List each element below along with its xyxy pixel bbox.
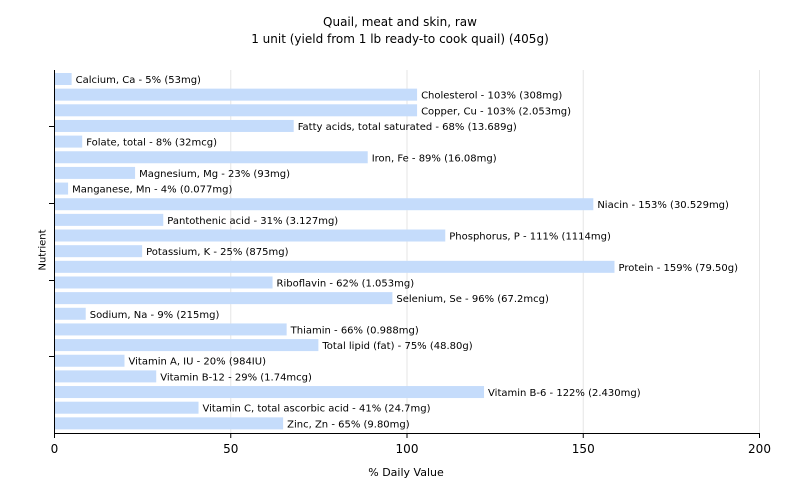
bar-data-label: Potassium, K - 25% (875mg)	[146, 247, 288, 258]
bar	[55, 88, 418, 101]
bar	[55, 307, 86, 320]
axes-group	[49, 70, 760, 438]
bar	[55, 386, 485, 399]
bar-data-label: Niacin - 153% (30.529mg)	[597, 200, 729, 211]
bar-data-label: Calcium, Ca - 5% (53mg)	[76, 75, 201, 86]
x-tick-label: 100	[396, 442, 419, 456]
bar-data-label: Cholesterol - 103% (308mg)	[421, 91, 562, 102]
bar	[55, 73, 72, 85]
bar	[55, 276, 273, 289]
bar-data-label: Manganese, Mn - 4% (0.077mg)	[72, 185, 232, 196]
bar	[55, 323, 287, 336]
bar-labels-group: Calcium, Ca - 5% (53mg) Cholesterol - 103…	[72, 75, 738, 430]
bar-data-label: Sodium, Na - 9% (215mg)	[90, 310, 220, 321]
bars-group	[55, 73, 615, 430]
y-axis-label: Nutrient	[37, 229, 49, 271]
bar-data-label: Folate, total - 8% (32mcg)	[86, 138, 217, 149]
bar	[55, 166, 136, 179]
x-tick-label: 150	[572, 442, 595, 456]
bar	[55, 339, 319, 352]
chart-title: Quail, meat and skin, raw	[323, 15, 477, 29]
bar-data-label: Vitamin B-6 - 122% (2.430mg)	[488, 388, 641, 399]
bar	[55, 292, 393, 305]
bar	[55, 417, 284, 430]
bar	[55, 151, 368, 164]
bar	[55, 119, 294, 132]
bar	[55, 213, 164, 226]
bar-data-label: Vitamin A, IU - 20% (984IU)	[129, 357, 267, 368]
x-tick-label: 0	[51, 442, 59, 456]
bar	[55, 370, 157, 383]
bar-data-label: Iron, Fe - 89% (16.08mg)	[372, 153, 497, 164]
bar	[55, 182, 69, 195]
bar	[55, 260, 615, 273]
bar-data-label: Selenium, Se - 96% (67.2mcg)	[396, 294, 549, 305]
bar-data-label: Zinc, Zn - 65% (9.80mg)	[287, 419, 410, 430]
x-tick-label: 50	[223, 442, 238, 456]
chart-subtitle: 1 unit (yield from 1 lb ready-to cook qu…	[251, 32, 549, 46]
chart-title-block: Quail, meat and skin, raw 1 unit (yield …	[0, 14, 800, 48]
bar	[55, 245, 143, 258]
bar	[55, 135, 83, 148]
x-tick-labels-group: 0 50 100 150 200	[51, 442, 771, 456]
bar	[55, 401, 199, 414]
bar-data-label: Thiamin - 66% (0.988mg)	[290, 325, 419, 336]
bar	[55, 198, 594, 211]
bar	[55, 104, 418, 117]
bar-data-label: Total lipid (fat) - 75% (48.80g)	[321, 341, 472, 352]
bar-data-label: Phosphorus, P - 111% (1114mg)	[449, 232, 611, 243]
x-axis-label: % Daily Value	[368, 466, 444, 479]
bar-data-label: Vitamin C, total ascorbic acid - 41% (24…	[203, 404, 431, 415]
x-tick-label: 200	[748, 442, 771, 456]
bar-data-label: Pantothenic acid - 31% (3.127mg)	[167, 216, 338, 227]
bar-data-label: Vitamin B-12 - 29% (1.74mcg)	[160, 372, 312, 383]
bar	[55, 229, 446, 242]
bar-data-label: Fatty acids, total saturated - 68% (13.6…	[298, 122, 517, 133]
bar-data-label: Copper, Cu - 103% (2.053mg)	[421, 106, 571, 117]
bar-data-label: Protein - 159% (79.50g)	[618, 263, 738, 274]
bar-data-label: Riboflavin - 62% (1.053mg)	[277, 278, 415, 289]
bar-data-label: Magnesium, Mg - 23% (93mg)	[139, 169, 290, 180]
bar	[55, 354, 125, 367]
